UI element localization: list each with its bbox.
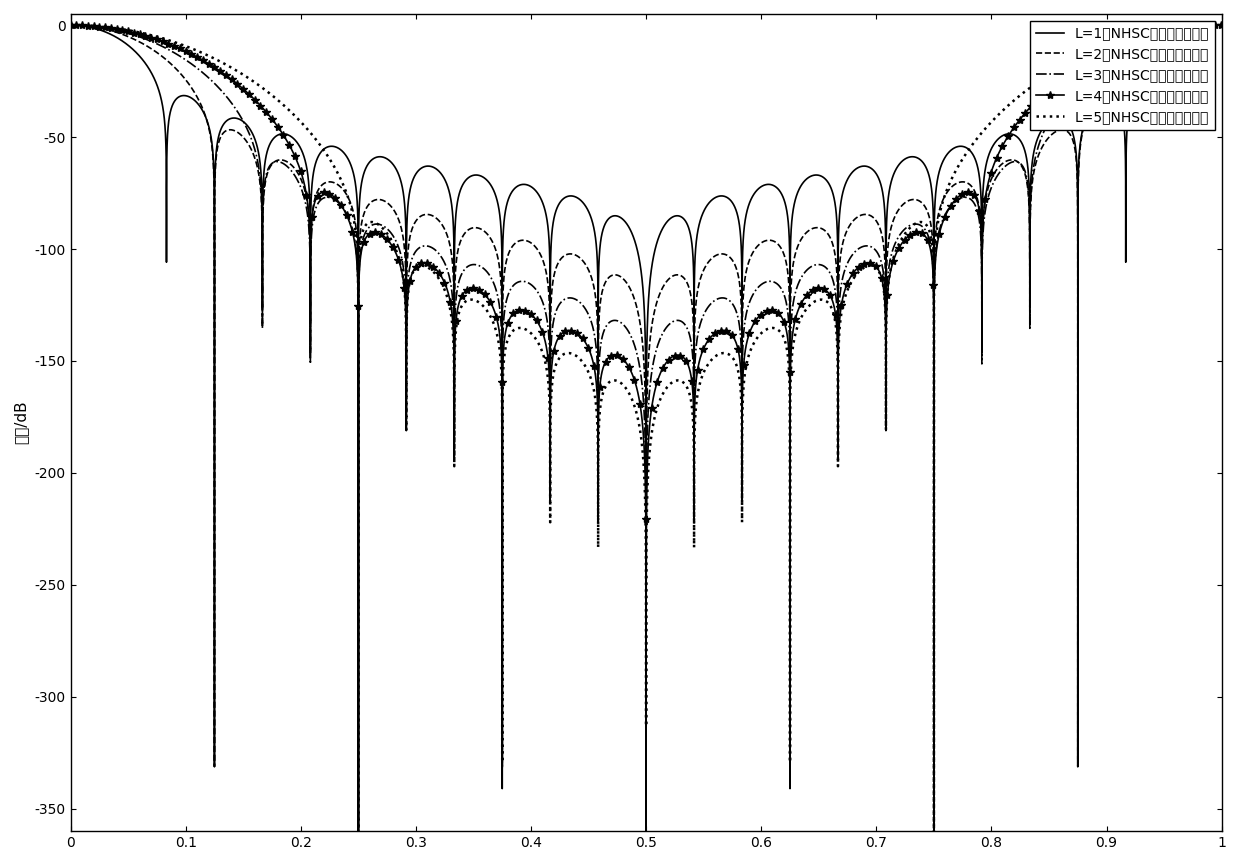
L=5的NHSC窗幅频响应曲线 — [848, 270, 863, 281]
Line: L=4的NHSC窗幅频响应曲线: L=4的NHSC窗幅频响应曲线 — [67, 21, 1226, 847]
Legend: L=1的NHSC窗幅频响应曲线, L=2的NHSC窗幅频响应曲线, L=3的NHSC窗幅频响应曲线, L=4的NHSC窗幅频响应曲线, L=5的NHSC窗幅频响: L=1的NHSC窗幅频响应曲线, L=2的NHSC窗幅频响应曲线, L=3的NH… — [1030, 21, 1215, 130]
L=4的NHSC窗幅频响应曲线 — [875, 280, 890, 290]
L=5的NHSC窗幅频响应曲线 — [1045, 67, 1060, 78]
Line: L=5的NHSC窗幅频响应曲线: L=5的NHSC窗幅频响应曲线 — [71, 25, 1221, 842]
Y-axis label: 幅値/dB: 幅値/dB — [14, 401, 29, 444]
L=4的NHSC窗幅频响应曲线 — [1214, 20, 1229, 30]
L=2的NHSC窗幅频响应曲线 — [970, 192, 985, 202]
L=1的NHSC窗幅频响应曲线 — [875, 190, 890, 200]
L=4的NHSC窗幅频响应曲线 — [63, 20, 78, 30]
L=4的NHSC窗幅频响应曲线 — [68, 20, 83, 30]
L=2的NHSC窗幅频响应曲线 — [1045, 129, 1060, 139]
L=5的NHSC窗幅频响应曲线 — [63, 20, 78, 30]
L=3的NHSC窗幅频响应曲线 — [1214, 20, 1229, 30]
L=1的NHSC窗幅频响应曲线 — [848, 164, 863, 175]
Line: L=3的NHSC窗幅频响应曲线: L=3的NHSC窗幅频响应曲线 — [71, 25, 1221, 842]
L=2的NHSC窗幅频响应曲线 — [1214, 20, 1229, 30]
L=3的NHSC窗幅频响应曲线 — [970, 204, 985, 214]
L=1的NHSC窗幅频响应曲线 — [351, 837, 366, 848]
L=1的NHSC窗幅频响应曲线 — [63, 20, 78, 30]
L=4的NHSC窗幅频响应曲线 — [970, 195, 985, 206]
L=3的NHSC窗幅频响应曲线 — [351, 837, 366, 848]
L=3的NHSC窗幅频响应曲线 — [875, 265, 890, 276]
L=2的NHSC窗幅频响应曲线 — [875, 236, 890, 246]
L=5的NHSC窗幅频响应曲线 — [351, 837, 366, 848]
L=1的NHSC窗幅频响应曲线 — [68, 20, 83, 30]
L=4的NHSC窗幅频响应曲线 — [848, 264, 863, 275]
L=1的NHSC窗幅频响应曲线 — [126, 45, 141, 55]
L=4的NHSC窗幅频响应曲线 — [351, 837, 366, 848]
L=5的NHSC窗幅频响应曲线 — [875, 280, 890, 290]
Line: L=1的NHSC窗幅频响应曲线: L=1的NHSC窗幅频响应曲线 — [71, 25, 1221, 842]
L=5的NHSC窗幅频响应曲线 — [126, 26, 141, 36]
L=2的NHSC窗幅频响应曲线 — [68, 20, 83, 30]
L=2的NHSC窗幅频响应曲线 — [351, 837, 366, 848]
L=2的NHSC窗幅频响应曲线 — [126, 34, 141, 44]
Line: L=2的NHSC窗幅频响应曲线: L=2的NHSC窗幅频响应曲线 — [71, 25, 1221, 842]
L=2的NHSC窗幅频响应曲线 — [63, 20, 78, 30]
L=4的NHSC窗幅频响应曲线 — [1045, 80, 1060, 91]
L=5的NHSC窗幅频响应曲线 — [68, 20, 83, 30]
L=3的NHSC窗幅频响应曲线 — [848, 246, 863, 257]
L=3的NHSC窗幅频响应曲线 — [1045, 110, 1060, 120]
L=3的NHSC窗幅频响应曲线 — [68, 20, 83, 30]
L=3的NHSC窗幅频响应曲线 — [63, 20, 78, 30]
L=3的NHSC窗幅频响应曲线 — [126, 29, 141, 40]
L=2的NHSC窗幅频响应曲线 — [848, 213, 863, 224]
L=1的NHSC窗幅频响应曲线 — [970, 159, 985, 169]
L=1的NHSC窗幅频响应曲线 — [1214, 20, 1229, 30]
L=5的NHSC窗幅频响应曲线 — [970, 134, 985, 144]
L=5的NHSC窗幅频响应曲线 — [1214, 20, 1229, 30]
L=1的NHSC窗幅频响应曲线 — [1045, 114, 1060, 124]
L=4的NHSC窗幅频响应曲线 — [126, 28, 141, 38]
